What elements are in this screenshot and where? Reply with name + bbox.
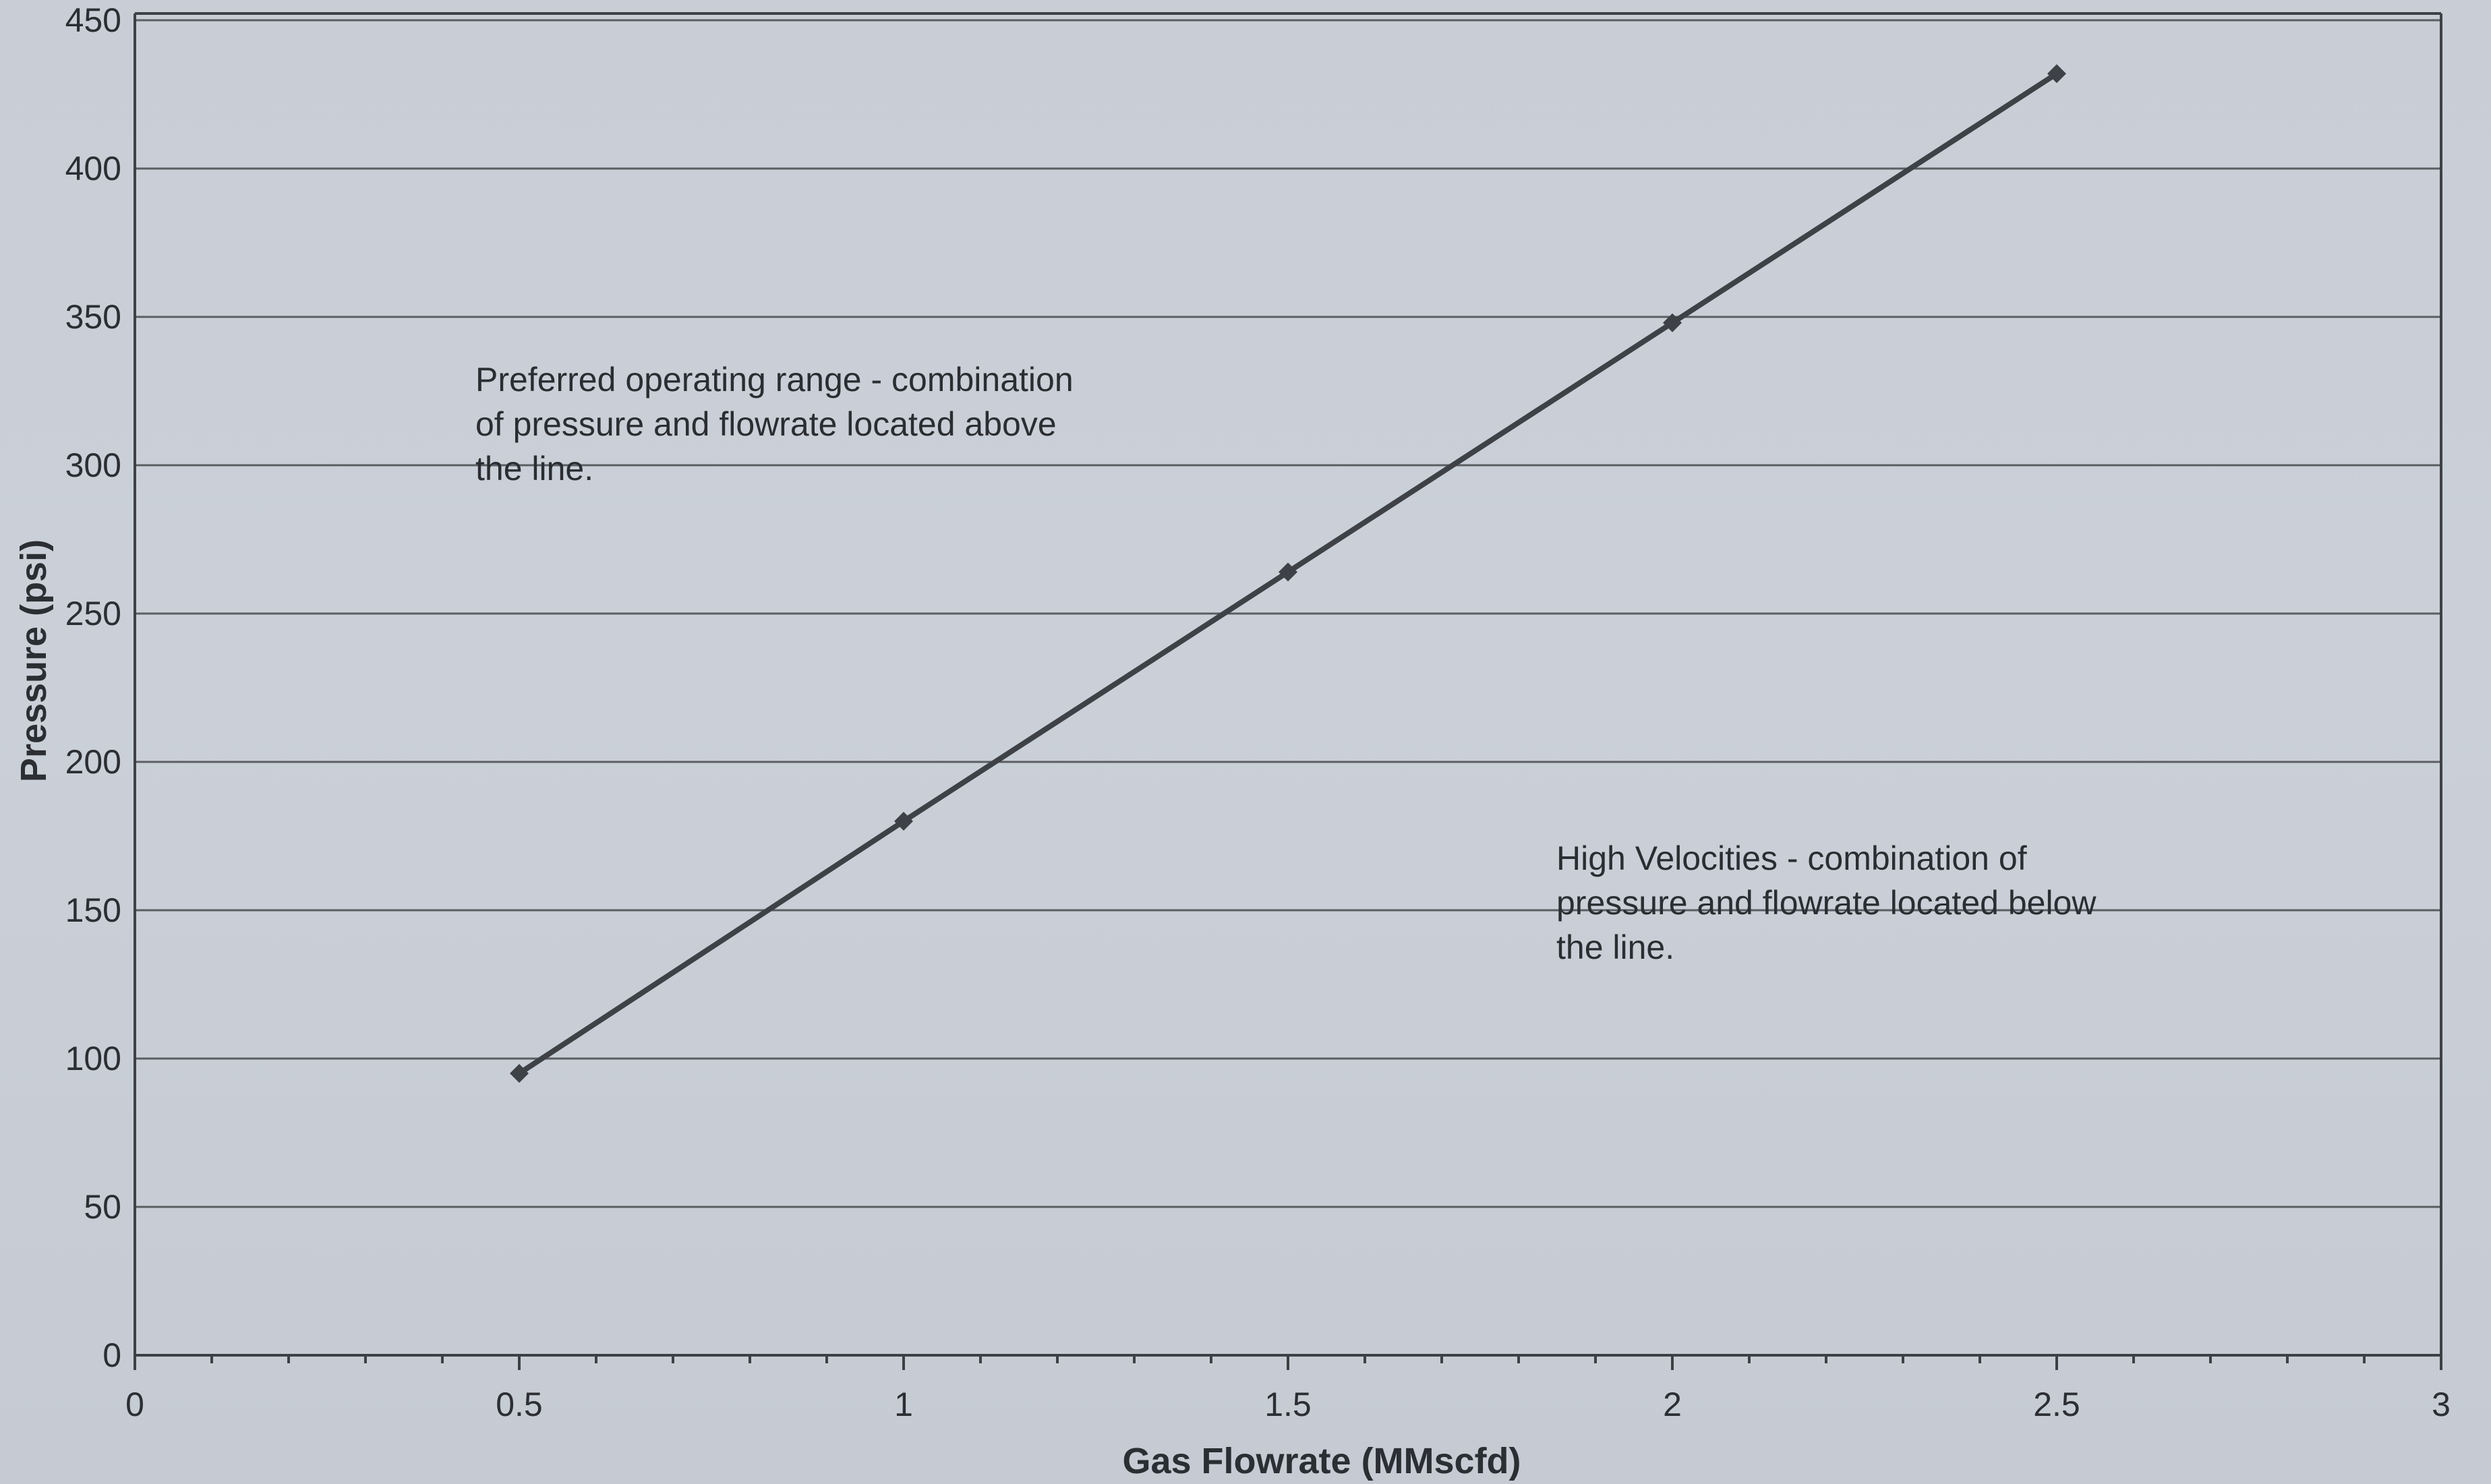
x-tick-label-2: 2 xyxy=(1663,1386,1682,1423)
data-point-0-2 xyxy=(1279,562,1297,582)
data-point-0-4 xyxy=(2047,64,2066,84)
x-axis-title: Gas Flowrate (MMscfd) xyxy=(1122,1441,1521,1481)
y-tick-label-100: 100 xyxy=(65,1040,121,1077)
gridlines xyxy=(135,19,2441,1208)
x-tick-label-1: 1 xyxy=(894,1386,913,1423)
y-axis-title: Pressure (psi) xyxy=(13,539,54,782)
x-tick-label-1.5: 1.5 xyxy=(1264,1386,1312,1423)
y-tick-label-350: 350 xyxy=(65,298,121,336)
y-tick-label-400: 400 xyxy=(65,150,121,187)
annotation-1: High Velocities - combination of pressure… xyxy=(1556,839,2097,966)
annotation-1-line-2: the line. xyxy=(1556,928,1674,966)
annotation-0-line-2: the line. xyxy=(475,450,593,487)
annotation-0-line-1: of pressure and flowrate located above xyxy=(475,405,1057,443)
y-tick-label-150: 150 xyxy=(65,891,121,929)
y-tick-label-450: 450 xyxy=(65,1,121,39)
x-tick-label-0.5: 0.5 xyxy=(496,1386,543,1423)
annotation-0: Preferred operating range - combination o… xyxy=(475,361,1074,487)
annotation-1-line-0: High Velocities - combination of xyxy=(1556,839,2027,877)
annotation-1-line-1: pressure and flowrate located below xyxy=(1556,884,2097,922)
annotation-0-line-0: Preferred operating range - combination xyxy=(475,361,1074,398)
data-point-0-0 xyxy=(510,1064,529,1083)
y-tick-label-300: 300 xyxy=(65,446,121,484)
y-tick-label-250: 250 xyxy=(65,595,121,632)
data-point-0-1 xyxy=(894,812,913,831)
data-point-0-3 xyxy=(1663,313,1682,332)
x-tick-label-3: 3 xyxy=(2432,1386,2451,1423)
y-tick-label-200: 200 xyxy=(65,743,121,781)
series xyxy=(510,64,2066,1083)
y-tick-label-50: 50 xyxy=(84,1188,121,1226)
annotations: Preferred operating range - combination o… xyxy=(475,361,2097,966)
x-tick-label-0: 0 xyxy=(125,1386,144,1423)
x-tick-label-2.5: 2.5 xyxy=(2033,1386,2080,1423)
axes xyxy=(134,12,2442,1370)
tick-labels: 0 50 100 150 200 250 300 350 400 450 0 0.5 1 1.5 2 2.5 3 xyxy=(65,1,2451,1423)
y-tick-label-0: 0 xyxy=(102,1336,121,1374)
